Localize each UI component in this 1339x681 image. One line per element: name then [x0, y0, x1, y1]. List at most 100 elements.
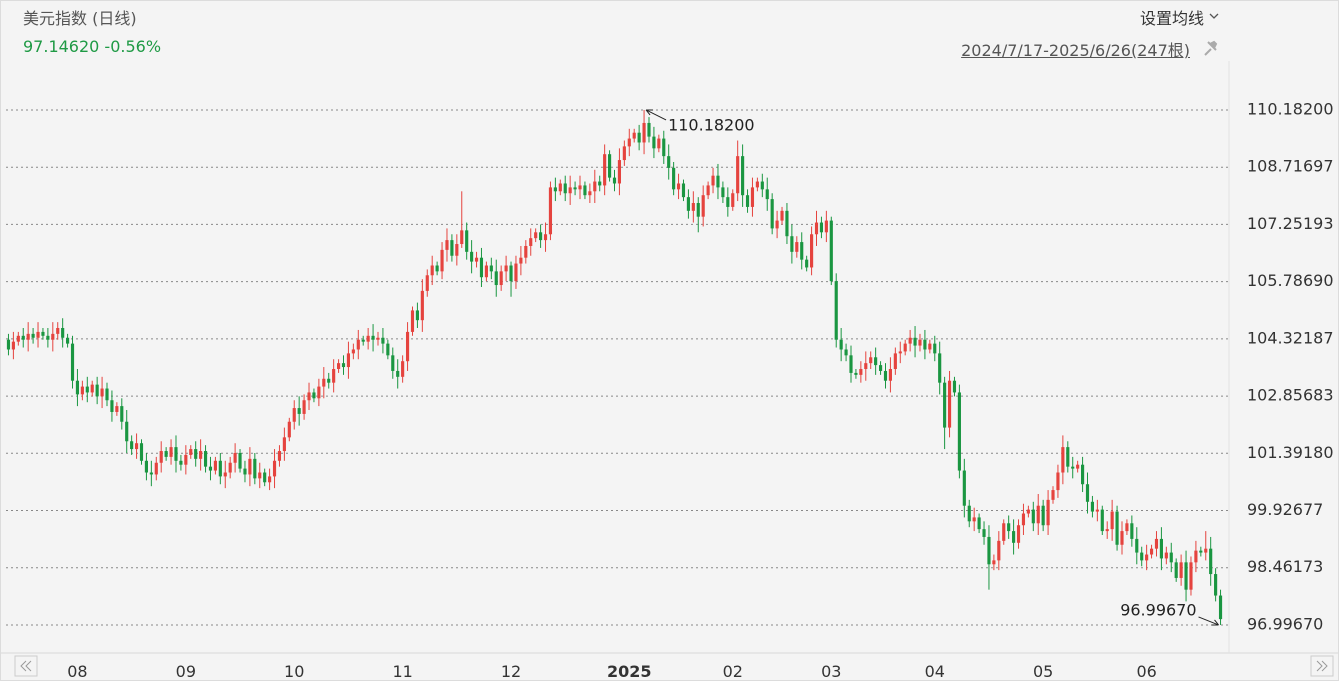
candle-body — [672, 167, 676, 190]
candle-body — [144, 460, 148, 473]
candle-body — [903, 343, 907, 352]
candle-body — [46, 335, 50, 340]
candle-body — [194, 449, 198, 459]
candle-body — [795, 242, 799, 252]
double-chevron-left — [20, 660, 32, 672]
candle-body — [1031, 509, 1035, 524]
candle-body — [529, 238, 533, 246]
candle-body — [632, 132, 636, 139]
candle-body — [1016, 525, 1021, 543]
candle-body — [1130, 523, 1134, 539]
candle-body — [361, 339, 365, 342]
candle-body — [1095, 509, 1099, 512]
scroll-right-button[interactable] — [1310, 655, 1334, 677]
scroll-left-button[interactable] — [14, 655, 38, 677]
candle-body — [297, 408, 301, 414]
candle-body — [553, 187, 557, 192]
candle-body — [218, 460, 222, 477]
candle-body — [607, 154, 612, 178]
candle-body — [287, 421, 291, 438]
candle-body — [731, 193, 735, 207]
candle-body — [90, 384, 94, 393]
y-tick-label: 107.25193 — [1247, 214, 1334, 233]
candle-body — [824, 220, 828, 233]
candle-body — [322, 378, 326, 387]
y-tick-label: 105.78690 — [1247, 271, 1334, 290]
candle-body — [332, 369, 336, 383]
candle-body — [455, 244, 459, 256]
candle-body — [159, 451, 163, 463]
dropdown-chevron[interactable] — [1209, 13, 1219, 19]
candle-body — [1140, 552, 1144, 561]
candle-body — [790, 236, 794, 252]
candle-body — [839, 339, 843, 350]
candle-body — [819, 222, 824, 233]
candle-body — [918, 339, 922, 346]
candle-body — [957, 392, 961, 471]
candle-body — [100, 388, 104, 397]
candle-body — [1159, 538, 1163, 559]
candle-body — [1056, 472, 1060, 491]
candle-body — [514, 263, 518, 282]
candle-body — [691, 203, 695, 211]
candle-body — [1076, 464, 1080, 469]
x-tick-label: 2025 — [607, 662, 652, 680]
candle-body — [952, 380, 957, 393]
candle-body — [238, 452, 242, 469]
candle-body — [869, 357, 873, 364]
candle-body — [208, 466, 213, 471]
y-tick-label: 99.92677 — [1247, 500, 1323, 519]
candle-body — [785, 210, 789, 237]
pin-icon[interactable] — [1204, 40, 1218, 56]
candle-body — [652, 136, 656, 149]
y-tick-label: 98.46173 — [1247, 557, 1323, 576]
x-tick-label: 12 — [501, 662, 521, 680]
candle-body — [681, 183, 686, 198]
candle-body — [115, 406, 119, 412]
candle-body — [460, 230, 464, 245]
arrow-head — [1211, 619, 1219, 626]
candle-body — [928, 343, 932, 350]
candle-body — [745, 195, 750, 207]
candle-body — [292, 408, 296, 422]
candle-body — [849, 355, 853, 373]
annotation-arrow — [645, 109, 667, 121]
candle-body — [61, 327, 65, 338]
candle-body — [563, 183, 567, 194]
candle-body — [80, 386, 84, 395]
candle-body — [376, 337, 380, 340]
candle-body — [1199, 550, 1203, 553]
candle-body — [425, 275, 429, 291]
candle-body — [933, 343, 937, 354]
date-range[interactable]: 2024/7/17-2025/6/26(247根) — [961, 41, 1190, 60]
candle-body — [1125, 523, 1129, 532]
x-tick-label: 10 — [284, 662, 304, 680]
candle-body — [893, 353, 897, 370]
candle-body — [829, 220, 833, 282]
x-tick-label: 08 — [67, 662, 87, 680]
arrow-head — [645, 109, 654, 116]
candle-body — [504, 265, 508, 272]
candle-body — [898, 351, 902, 354]
candle-body — [908, 337, 912, 344]
candle-body — [864, 363, 868, 370]
candle-body — [810, 234, 814, 268]
candle-body — [667, 156, 671, 168]
candle-body — [878, 365, 883, 371]
ma-settings-button[interactable]: 设置均线 — [1139, 9, 1204, 28]
candle-body — [499, 271, 503, 286]
candle-body — [1002, 523, 1006, 541]
candle-body — [676, 183, 681, 190]
candle-body — [800, 242, 804, 260]
candle-body — [775, 220, 779, 229]
candle-body — [1218, 595, 1223, 620]
x-tick-label: 09 — [176, 662, 196, 680]
x-tick-label: 11 — [392, 662, 412, 680]
candle-body — [21, 335, 25, 340]
candle-body — [755, 181, 759, 188]
candle-body — [642, 122, 646, 143]
candle-body — [130, 441, 134, 450]
candle-body — [85, 386, 89, 393]
candle-body — [1021, 513, 1026, 526]
candle-body — [1194, 550, 1198, 563]
